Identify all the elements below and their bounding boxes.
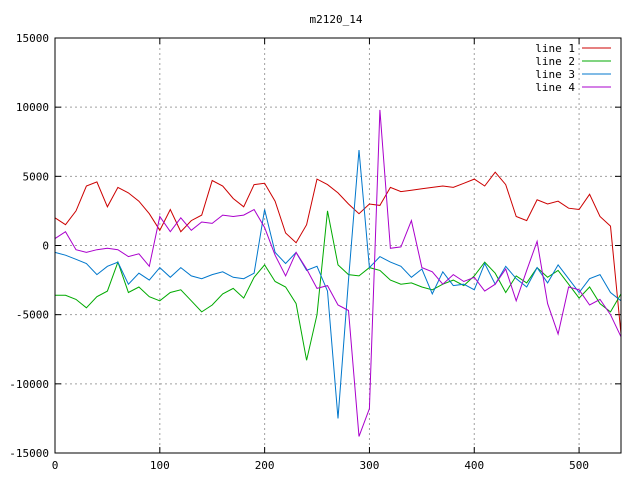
plot-lines [54, 109, 622, 437]
chart-title: m2120_14 [310, 13, 363, 26]
y-tick-label: 5000 [23, 170, 50, 183]
legend-label-2: line 2 [535, 55, 575, 68]
y-tick-label: 0 [42, 240, 49, 253]
y-axis-ticks: -15000 -10000 -5000 0 5000 10000 15000 [9, 32, 621, 460]
y-tick-label: 10000 [16, 101, 49, 114]
y-tick-label: -5000 [16, 309, 49, 322]
x-tick-label: 400 [464, 459, 484, 472]
x-axis-ticks: 0 100 200 300 400 500 [52, 38, 589, 472]
legend-label-4: line 4 [535, 81, 575, 94]
series-line-1 [54, 171, 622, 335]
y-tick-label: -15000 [9, 447, 49, 460]
series-line-4 [54, 109, 622, 437]
x-tick-label: 500 [569, 459, 589, 472]
series-line-3 [54, 150, 622, 419]
legend-label-1: line 1 [535, 42, 575, 55]
plot-frame [54, 37, 622, 454]
legend-label-3: line 3 [535, 68, 575, 81]
x-tick-label: 100 [150, 459, 170, 472]
y-tick-label: -10000 [9, 378, 49, 391]
x-tick-label: 300 [360, 459, 380, 472]
grid [55, 38, 621, 453]
series-line-2 [55, 210, 622, 361]
x-tick-label: 0 [52, 459, 59, 472]
y-tick-label: 15000 [16, 32, 49, 45]
x-tick-label: 200 [255, 459, 275, 472]
